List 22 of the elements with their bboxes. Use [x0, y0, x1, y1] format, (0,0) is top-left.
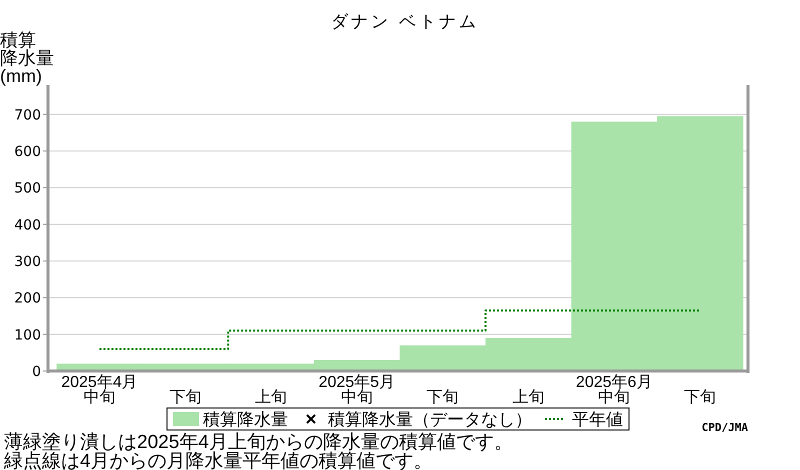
x-tick-label: 下旬 — [684, 389, 716, 406]
chart-title: ダナン ベトナム — [331, 12, 479, 31]
y-tick-label: 700 — [14, 107, 41, 124]
legend-label: 積算降水量（データなし） — [328, 410, 532, 429]
y-tick-label: 500 — [14, 180, 41, 197]
x-tick-label: 下旬 — [169, 389, 202, 406]
x-tick-label: 下旬 — [426, 389, 459, 406]
legend-label: 平年値 — [572, 410, 623, 429]
x-tick-label: 2025年5月中旬 — [318, 374, 396, 406]
x-tick-label: 上旬 — [512, 389, 544, 406]
legend-label: 積算降水量 — [203, 410, 288, 429]
y-tick-label: 300 — [14, 254, 41, 270]
y-tick-label: 200 — [14, 290, 41, 307]
y-tick-label: 100 — [14, 327, 41, 344]
x-tick-label: 2025年4月中旬 — [61, 374, 138, 406]
y-tick-label: 400 — [14, 217, 41, 234]
ylabel: 積算降水量(mm) — [0, 30, 54, 86]
annotation: CPD/JMA — [702, 421, 748, 434]
y-tick-label: 0 — [32, 364, 41, 380]
x-tick-label: 2025年6月中旬 — [576, 374, 652, 406]
y-tick-label: 600 — [14, 144, 41, 160]
x-tick-label: 上旬 — [255, 389, 288, 406]
